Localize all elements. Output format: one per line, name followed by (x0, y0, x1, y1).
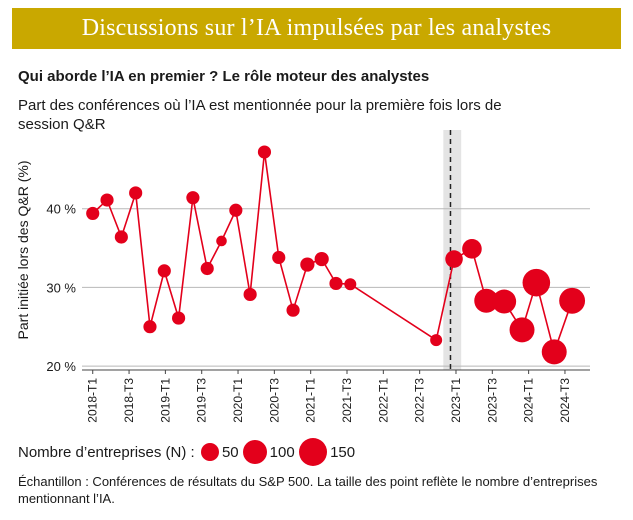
page-title: Discussions sur l’IA impulsées par les a… (81, 15, 552, 41)
data-point (200, 261, 214, 276)
y-tick-label: 20 % (46, 359, 76, 374)
shaded-region (443, 130, 462, 370)
data-point (314, 251, 329, 267)
data-point (186, 191, 200, 205)
data-point (300, 257, 315, 272)
data-point (157, 264, 171, 278)
legend-item-100: 100 (242, 440, 295, 464)
x-tick-label: 2020-T1 (231, 378, 245, 423)
x-tick-label: 2022-T3 (413, 378, 427, 423)
series-line (92, 151, 573, 355)
data-point (100, 193, 114, 207)
data-point (114, 230, 128, 244)
data-point (243, 287, 257, 302)
x-tick-label: 2023-T1 (449, 378, 463, 423)
data-point (430, 334, 443, 347)
y-tick-label: 30 % (46, 280, 76, 295)
data-point (541, 339, 567, 365)
chart-subtitle: Qui aborde l’IA en premier ? Le rôle mot… (18, 68, 430, 85)
x-tick-label: 2024-T1 (522, 378, 536, 423)
legend-dot-50 (200, 442, 219, 462)
x-tick-label: 2021-T3 (340, 378, 354, 423)
legend-label: Nombre d’entreprises (N) : (18, 443, 195, 461)
data-point (559, 287, 586, 314)
data-point (344, 278, 357, 291)
legend-dot-150 (298, 437, 328, 467)
x-tick-label: 2019-T3 (195, 378, 209, 423)
data-point (462, 239, 482, 259)
data-point (329, 276, 343, 291)
title-banner: Discussions sur l’IA impulsées par les a… (12, 8, 621, 49)
data-point (474, 288, 499, 313)
legend-text-100: 100 (269, 443, 295, 461)
x-tick-label: 2019-T1 (158, 378, 172, 423)
legend-text-50: 50 (221, 443, 239, 461)
legend: Nombre d’entreprises (N) : 50 100 150 (18, 437, 359, 467)
y-axis-label: Part initiée lors des Q&R (%) (15, 161, 31, 340)
y-tick-label: 40 % (46, 202, 76, 217)
data-point (445, 250, 463, 268)
data-point (216, 235, 227, 247)
data-point (286, 303, 300, 317)
legend-dot-100 (242, 440, 267, 464)
legend-item-150: 150 (298, 437, 356, 467)
x-tick-label: 2021-T1 (304, 378, 318, 423)
data-point (257, 145, 272, 159)
x-tick-label: 2018-T3 (122, 378, 136, 423)
data-point (86, 206, 100, 220)
data-point (492, 289, 517, 314)
data-point (522, 268, 551, 297)
x-tick-label: 2022-T1 (376, 378, 390, 423)
data-point (143, 320, 157, 334)
data-point (172, 311, 186, 325)
x-tick-label: 2018-T1 (86, 378, 100, 423)
data-point (229, 203, 243, 217)
data-point (272, 250, 286, 265)
x-tick-label: 2020-T3 (267, 378, 281, 423)
legend-text-150: 150 (330, 443, 356, 461)
chart-description: Part des conférences où l’IA est mention… (18, 97, 502, 133)
data-point (129, 186, 143, 200)
legend-item-50: 50 (200, 442, 239, 462)
scatter-chart: 20 % 30 % 40 % Part initiée lors des Q&R (%… (15, 130, 590, 423)
x-tick-label: 2024-T3 (558, 378, 572, 423)
data-point (509, 317, 535, 343)
footnote: Échantillon : Conférences de résultats d… (18, 474, 598, 506)
x-tick-label: 2023-T3 (485, 378, 499, 423)
